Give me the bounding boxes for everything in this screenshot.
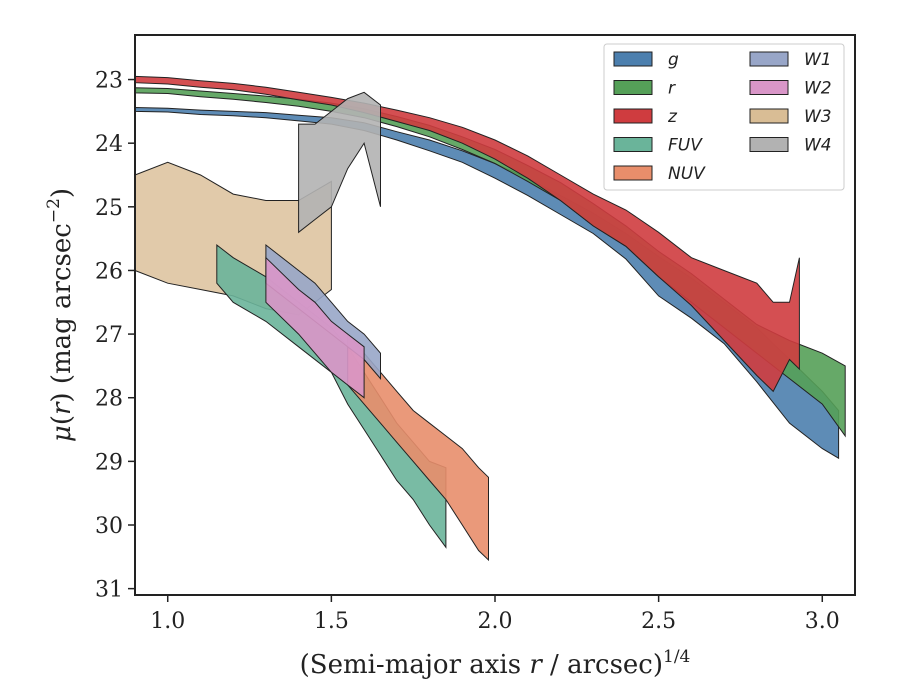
y-tick-label: 25	[95, 196, 123, 221]
series-band-w2	[265, 256, 365, 399]
legend-swatch-w4	[749, 137, 789, 152]
legend-swatch-fuv	[613, 137, 653, 152]
series-band-nuv	[347, 332, 489, 562]
y-tick-label: 30	[95, 514, 123, 539]
y-tick-label: 29	[95, 450, 123, 475]
y-tick-label: 24	[95, 132, 123, 157]
y-tick-label: 31	[95, 578, 123, 603]
legend-swatch-r	[613, 80, 653, 95]
chart-series-areas	[134, 75, 846, 562]
legend-label-w3: W3	[804, 107, 832, 127]
legend: grz FUV NUV W1 W2 W3 W4	[603, 43, 845, 191]
legend-swatch-nuv	[613, 165, 653, 181]
y-tick-label: 23	[95, 69, 123, 94]
legend-label-z: z	[667, 107, 678, 127]
legend-label-fuv: FUV	[668, 136, 703, 156]
y-tick-label: 28	[95, 387, 123, 412]
x-tick-label: 2.5	[641, 609, 676, 634]
legend-swatch-g	[613, 51, 653, 67]
legend-label-r: r	[668, 79, 676, 99]
x-tick-label: 1.0	[150, 609, 185, 634]
axis-ticks: 1.0 1.5 2.0 2.5 3.0 23 24 25 26 27 28 29 30 31	[95, 69, 840, 634]
y-tick-label: 27	[95, 323, 123, 348]
y-axis-label: μ(r) (mag arcsec−2)	[44, 188, 77, 442]
legend-label-w4: W4	[804, 136, 832, 156]
x-axis-label: (Semi-major axis r / arcsec)1/4	[300, 647, 691, 680]
x-tick-label: 1.5	[314, 609, 349, 634]
series-band-fuv	[216, 243, 447, 549]
x-tick-label: 3.0	[805, 609, 840, 634]
legend-swatch-z	[613, 108, 653, 124]
legend-label-nuv: NUV	[668, 164, 706, 184]
legend-label-w1: W1	[804, 50, 832, 70]
legend-swatch-w2	[749, 80, 789, 95]
legend-label-w2: W2	[804, 79, 832, 99]
x-tick-label: 2.0	[478, 609, 513, 634]
series-band-w4	[298, 91, 381, 234]
y-tick-label: 26	[95, 259, 123, 284]
legend-swatch-w1	[749, 51, 789, 67]
legend-label-g: g	[668, 50, 679, 70]
legend-swatch-w3	[749, 108, 789, 124]
